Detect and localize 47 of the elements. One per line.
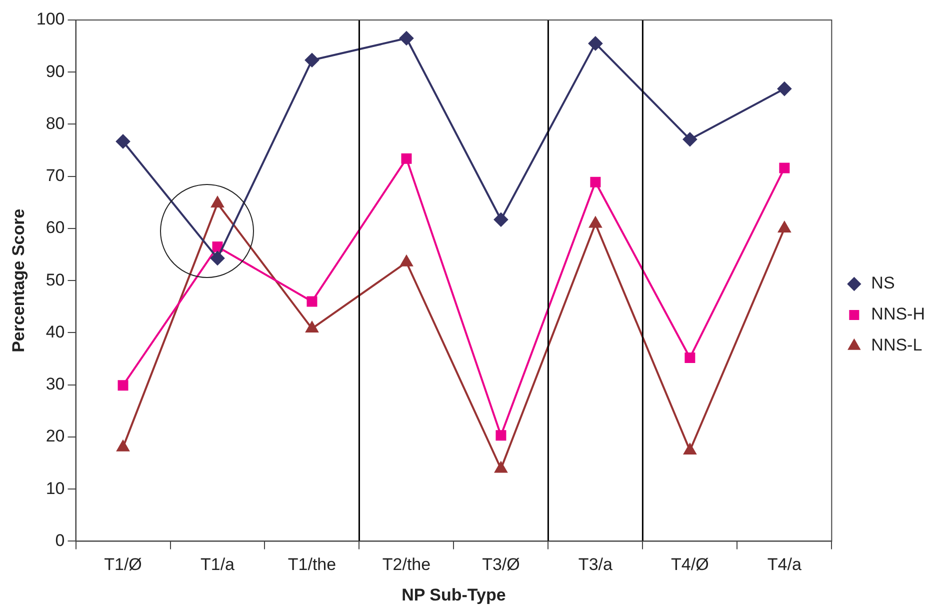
x-tick-label: T3/a bbox=[578, 555, 613, 574]
point bbox=[682, 132, 697, 146]
y-tick-label: 10 bbox=[46, 478, 65, 498]
y-tick-label: 100 bbox=[36, 10, 65, 29]
y-tick-label: 20 bbox=[46, 426, 65, 446]
legend-label: NNS-H bbox=[871, 304, 926, 324]
point bbox=[116, 134, 130, 148]
point bbox=[399, 31, 414, 46]
point bbox=[684, 444, 696, 455]
point bbox=[400, 255, 413, 266]
point bbox=[684, 352, 696, 363]
x-tick-label: T4/Ø bbox=[671, 555, 709, 574]
x-tick-label: T1/the bbox=[288, 555, 336, 574]
point bbox=[494, 212, 508, 227]
point bbox=[588, 36, 602, 50]
y-tick-label: 30 bbox=[46, 374, 65, 394]
point bbox=[304, 53, 319, 68]
x-tick-label: T4/a bbox=[767, 555, 802, 574]
point bbox=[211, 196, 224, 208]
y-tick-label: 80 bbox=[46, 114, 65, 133]
point bbox=[494, 462, 508, 473]
y-tick-label: 90 bbox=[46, 62, 65, 81]
y-tick-label: 70 bbox=[46, 166, 65, 186]
point bbox=[116, 440, 130, 452]
point bbox=[778, 221, 791, 232]
x-tick-label: T2/the bbox=[382, 555, 431, 574]
point bbox=[496, 430, 506, 441]
point bbox=[118, 380, 128, 391]
y-axis-title: Percentage Score bbox=[8, 208, 28, 352]
legend-label: NS bbox=[871, 274, 895, 293]
x-tick-label: T1/Ø bbox=[104, 555, 142, 574]
point bbox=[590, 176, 601, 188]
point bbox=[589, 216, 602, 228]
legend-label: NNS-L bbox=[871, 336, 922, 355]
y-tick-label: 60 bbox=[46, 218, 65, 238]
point bbox=[306, 296, 318, 307]
point bbox=[779, 162, 790, 174]
point bbox=[401, 153, 412, 164]
x-axis-title: NP Sub-Type bbox=[402, 585, 506, 604]
point bbox=[306, 322, 318, 333]
point bbox=[777, 82, 792, 96]
x-tick-label: T3/Ø bbox=[482, 555, 520, 574]
y-tick-label: 40 bbox=[46, 322, 65, 342]
x-tick-label: T1/a bbox=[200, 555, 236, 574]
y-tick-label: 0 bbox=[55, 530, 65, 550]
y-tick-label: 50 bbox=[46, 270, 65, 290]
point bbox=[210, 251, 224, 266]
